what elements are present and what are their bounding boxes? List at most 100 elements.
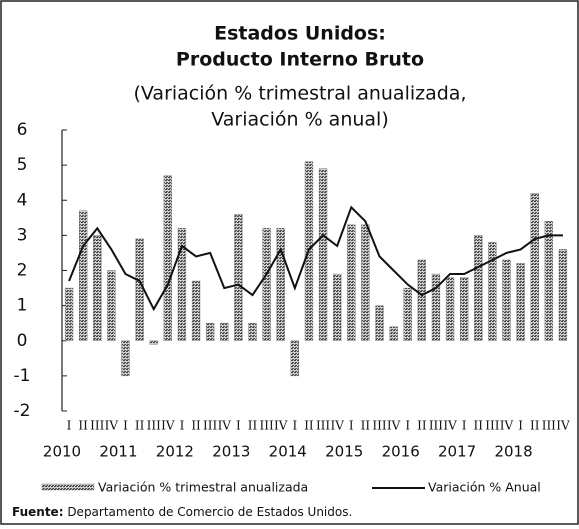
bar xyxy=(163,175,172,341)
y-tick-label: -1 xyxy=(14,366,31,386)
bar xyxy=(177,228,187,341)
bar xyxy=(191,280,201,341)
x-tick-label: I xyxy=(180,419,185,433)
legend-label: Variación % trimestral anualizada xyxy=(98,480,308,495)
x-tick-label: I xyxy=(123,419,128,433)
x-tick-label: I xyxy=(292,419,297,433)
x-tick-label: III xyxy=(259,419,273,433)
x-tick-label: II xyxy=(304,419,314,433)
x-tick-label: I xyxy=(405,419,410,433)
subtitle-line: (Variación % trimestral anualizada, xyxy=(134,83,467,105)
bar xyxy=(107,270,116,341)
x-tick-label: III xyxy=(485,419,499,433)
bar xyxy=(347,224,356,341)
bar xyxy=(445,277,455,341)
bar xyxy=(318,168,328,341)
x-tick-label: I xyxy=(518,419,523,433)
bar xyxy=(79,210,88,341)
y-tick-label: -2 xyxy=(14,401,31,421)
x-tick-label: IV xyxy=(500,419,514,433)
line xyxy=(68,205,563,312)
x-tick-label: II xyxy=(78,419,88,433)
bar xyxy=(64,287,74,341)
year-label: 2012 xyxy=(156,443,194,461)
source-label: Fuente: xyxy=(12,505,64,519)
y-tick-label: 3 xyxy=(17,225,28,245)
x-tick-label: III xyxy=(316,419,330,433)
subtitle-line: Variación % anual) xyxy=(211,109,389,131)
year-label: 2017 xyxy=(438,443,476,461)
bar xyxy=(149,340,158,345)
x-tick-label: II xyxy=(135,419,145,433)
x-tick-label: III xyxy=(147,419,161,433)
bar xyxy=(333,273,342,341)
year-label: 2018 xyxy=(494,443,532,461)
year-label: 2016 xyxy=(382,443,420,461)
x-tick-label: II xyxy=(530,419,540,433)
bar xyxy=(544,221,553,341)
x-tick-label: III xyxy=(542,419,556,433)
bar xyxy=(516,263,525,341)
bar xyxy=(276,228,285,341)
bar xyxy=(262,228,271,341)
x-tick-label: III xyxy=(90,419,104,433)
x-tick-label: II xyxy=(191,419,201,433)
bar xyxy=(530,193,539,341)
bar xyxy=(389,326,398,341)
x-tick-label: II xyxy=(248,419,258,433)
bar xyxy=(403,287,412,341)
source-text: Departamento de Comercio de Estados Unid… xyxy=(64,505,353,519)
x-tick-label: I xyxy=(462,419,467,433)
bar xyxy=(417,259,426,341)
x-tick-label: I xyxy=(236,419,241,433)
bar xyxy=(488,242,497,341)
bar xyxy=(375,305,384,341)
x-tick-label: IV xyxy=(330,419,344,433)
x-tick-label: II xyxy=(417,419,427,433)
bar xyxy=(474,235,483,341)
source: Fuente: Departamento de Comercio de Esta… xyxy=(12,505,352,519)
x-tick-label: IV xyxy=(161,419,175,433)
x-tick-label: IV xyxy=(443,419,457,433)
legend-swatch xyxy=(41,483,95,491)
x-tick-label: III xyxy=(372,419,386,433)
bar xyxy=(220,322,229,341)
y-tick-label: 2 xyxy=(17,261,28,281)
y-tick-label: 4 xyxy=(17,190,28,210)
x-tick-label: II xyxy=(474,419,484,433)
x-tick-label: IV xyxy=(556,419,570,433)
x-tick-label: IV xyxy=(105,419,119,433)
bar xyxy=(248,322,257,341)
x-tick-label: I xyxy=(67,419,72,433)
x-tick-label: IV xyxy=(274,419,288,433)
year-label: 2013 xyxy=(212,443,250,461)
y-tick-label: 5 xyxy=(17,155,28,175)
bar xyxy=(93,235,102,341)
bar xyxy=(361,224,370,341)
title-line: Estados Unidos: xyxy=(214,23,386,45)
legend-label: Variación % Anual xyxy=(428,480,541,495)
y-tick-label: 6 xyxy=(17,120,28,140)
x-tick-label: I xyxy=(349,419,354,433)
x-tick-label: III xyxy=(203,419,217,433)
year-label: 2011 xyxy=(99,443,137,461)
bar xyxy=(431,273,441,341)
y-tick-label: 0 xyxy=(17,331,28,351)
x-tick-label: IV xyxy=(387,419,401,433)
bar xyxy=(290,340,299,377)
x-tick-label: III xyxy=(429,419,443,433)
year-label: 2010 xyxy=(43,443,81,461)
year-label: 2014 xyxy=(269,443,307,461)
title-line: Producto Interno Bruto xyxy=(176,49,424,71)
bar xyxy=(558,249,568,341)
bar xyxy=(206,322,215,341)
y-tick-label: 1 xyxy=(17,296,28,316)
bar xyxy=(121,340,130,377)
x-tick-label: II xyxy=(361,419,371,433)
year-label: 2015 xyxy=(325,443,363,461)
bar xyxy=(234,214,243,341)
x-tick-label: IV xyxy=(218,419,232,433)
bar xyxy=(135,238,144,341)
bar xyxy=(502,259,511,341)
